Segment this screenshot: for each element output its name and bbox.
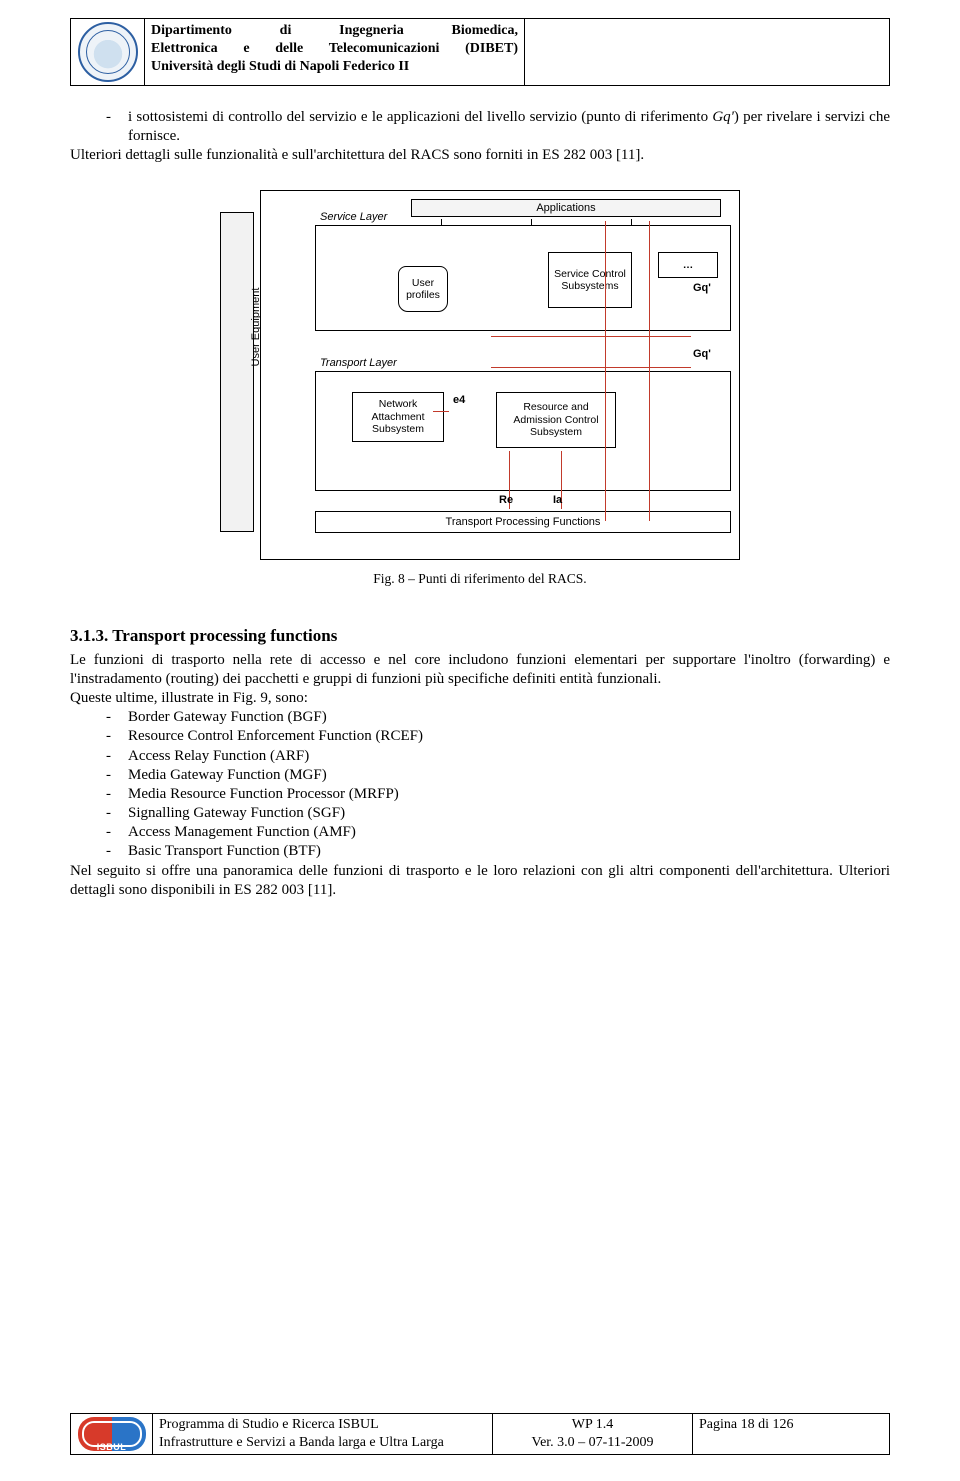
section-bullet: -Basic Transport Function (BTF) <box>106 842 890 861</box>
isbul-logo-icon: ISBUL <box>78 1417 146 1451</box>
reference-line <box>491 367 691 368</box>
bullet-dash: - <box>106 804 128 823</box>
applications-bar: Applications <box>411 199 721 217</box>
iface-e4: e4 <box>453 393 465 407</box>
section-bullet: -Border Gateway Function (BGF) <box>106 708 890 727</box>
section-bullet: -Access Relay Function (ARF) <box>106 747 890 766</box>
intro-followup: Ulteriori dettagli sulle funzionalità e … <box>70 146 890 165</box>
figure-8: User Equipment Applications Service Laye… <box>220 190 740 587</box>
reference-line <box>605 221 606 521</box>
isbul-logo-text: ISBUL <box>78 1442 146 1454</box>
header-affiliation: Dipartimento di Ingegneria Biomedica, El… <box>145 19 525 85</box>
footer-prog-2: Infrastrutture e Servizi a Banda larga e… <box>159 1434 486 1452</box>
reference-line <box>433 411 449 412</box>
page-footer: ISBUL Programma di Studio e Ricerca ISBU… <box>70 1413 890 1455</box>
bullet-dash: - <box>106 766 128 785</box>
section-bullet-list: -Border Gateway Function (BGF)-Resource … <box>70 708 890 862</box>
footer-page-text: Pagina 18 di 126 <box>699 1416 883 1434</box>
bullet-dash: - <box>106 708 128 727</box>
section-bullet-text: Border Gateway Function (BGF) <box>128 708 327 727</box>
section-bullet: -Access Management Function (AMF) <box>106 823 890 842</box>
service-control-subsystems-box: Service Control Subsystems <box>548 252 632 308</box>
transport-layer-label: Transport Layer <box>320 356 397 370</box>
intro-bullet-text: i sottosistemi di controllo del servizio… <box>128 108 890 146</box>
footer-version: WP 1.4 Ver. 3.0 – 07-11-2009 <box>493 1414 693 1454</box>
reference-line <box>649 221 650 521</box>
intro-bullet-em: Gq' <box>712 109 734 125</box>
intro-line-2: Ulteriori dettagli sulle funzionalità e … <box>70 146 890 165</box>
user-profiles-box: User profiles <box>398 266 448 312</box>
service-layer: Service Layer User profiles Service Cont… <box>315 225 731 331</box>
iface-ia: Ia <box>553 493 562 507</box>
university-seal-icon <box>78 22 138 82</box>
section-closing: Nel seguito si offre una panoramica dell… <box>70 862 890 900</box>
iface-gq-top: Gq' <box>693 281 711 295</box>
section-bullet-text: Signalling Gateway Function (SGF) <box>128 804 345 823</box>
bullet-dash: - <box>106 747 128 766</box>
section-body: Le funzioni di trasporto nella rete di a… <box>70 651 890 709</box>
section-bullet-text: Media Gateway Function (MGF) <box>128 766 327 785</box>
header-spacer <box>525 19 889 85</box>
reference-line <box>491 336 691 337</box>
footer-ver: Ver. 3.0 – 07-11-2009 <box>499 1434 686 1452</box>
figure-8-caption: Fig. 8 – Punti di riferimento del RACS. <box>220 570 740 587</box>
section-bullet-text: Access Relay Function (ARF) <box>128 747 309 766</box>
transport-processing-functions-bar: Transport Processing Functions <box>315 511 731 533</box>
service-layer-label: Service Layer <box>320 210 387 224</box>
header-line-1: Dipartimento di Ingegneria Biomedica, <box>151 22 518 40</box>
iface-gq-mid: Gq' <box>693 347 711 361</box>
footer-pagination: Pagina 18 di 126 <box>693 1414 889 1454</box>
section-bullet-text: Basic Transport Function (BTF) <box>128 842 321 861</box>
section-bullet-text: Access Management Function (AMF) <box>128 823 356 842</box>
bullet-dash: - <box>106 842 128 861</box>
racs-box: Resource and Admission Control Subsystem <box>496 392 616 448</box>
university-seal-cell <box>71 19 145 85</box>
intro-bullet-list: - i sottosistemi di controllo del serviz… <box>70 108 890 146</box>
section-bullet: -Signalling Gateway Function (SGF) <box>106 804 890 823</box>
section-title: Transport processing functions <box>112 626 337 645</box>
intro-bullet-pre: i sottosistemi di controllo del servizio… <box>128 109 712 125</box>
footer-wp: WP 1.4 <box>499 1416 686 1434</box>
intro-bullet: - i sottosistemi di controllo del serviz… <box>106 108 890 146</box>
section-heading: 3.1.3. Transport processing functions <box>70 625 890 647</box>
figure-8-diagram: User Equipment Applications Service Laye… <box>220 190 740 560</box>
section-para-3: Nel seguito si offre una panoramica dell… <box>70 862 890 900</box>
page-header: Dipartimento di Ingegneria Biomedica, El… <box>70 18 890 86</box>
iface-re: Re <box>499 493 513 507</box>
section-bullet: -Media Gateway Function (MGF) <box>106 766 890 785</box>
section-bullet-text: Resource Control Enforcement Function (R… <box>128 727 423 746</box>
section-para-2: Queste ultime, illustrate in Fig. 9, son… <box>70 689 890 708</box>
ellipsis-box: … <box>658 252 718 278</box>
header-line-2: Elettronica e delle Telecomunicazioni (D… <box>151 40 518 58</box>
section-bullet-text: Media Resource Function Processor (MRFP) <box>128 785 399 804</box>
transport-layer: Transport Layer Network Attachment Subsy… <box>315 371 731 491</box>
isbul-logo-cell: ISBUL <box>71 1414 153 1454</box>
header-line-3: Università degli Studi di Napoli Federic… <box>151 58 518 76</box>
network-attachment-subsystem-box: Network Attachment Subsystem <box>352 392 444 442</box>
bullet-dash: - <box>106 727 128 746</box>
bullet-dash: - <box>106 785 128 804</box>
figure-outer-frame: Applications Service Layer User profiles… <box>260 190 740 560</box>
bullet-dash: - <box>106 108 128 146</box>
section-para-1: Le funzioni di trasporto nella rete di a… <box>70 651 890 689</box>
footer-program: Programma di Studio e Ricerca ISBUL Infr… <box>153 1414 493 1454</box>
section-bullet: -Resource Control Enforcement Function (… <box>106 727 890 746</box>
footer-prog-1: Programma di Studio e Ricerca ISBUL <box>159 1416 486 1434</box>
section-number: 3.1.3. <box>70 626 108 645</box>
section-bullet: -Media Resource Function Processor (MRFP… <box>106 785 890 804</box>
bullet-dash: - <box>106 823 128 842</box>
